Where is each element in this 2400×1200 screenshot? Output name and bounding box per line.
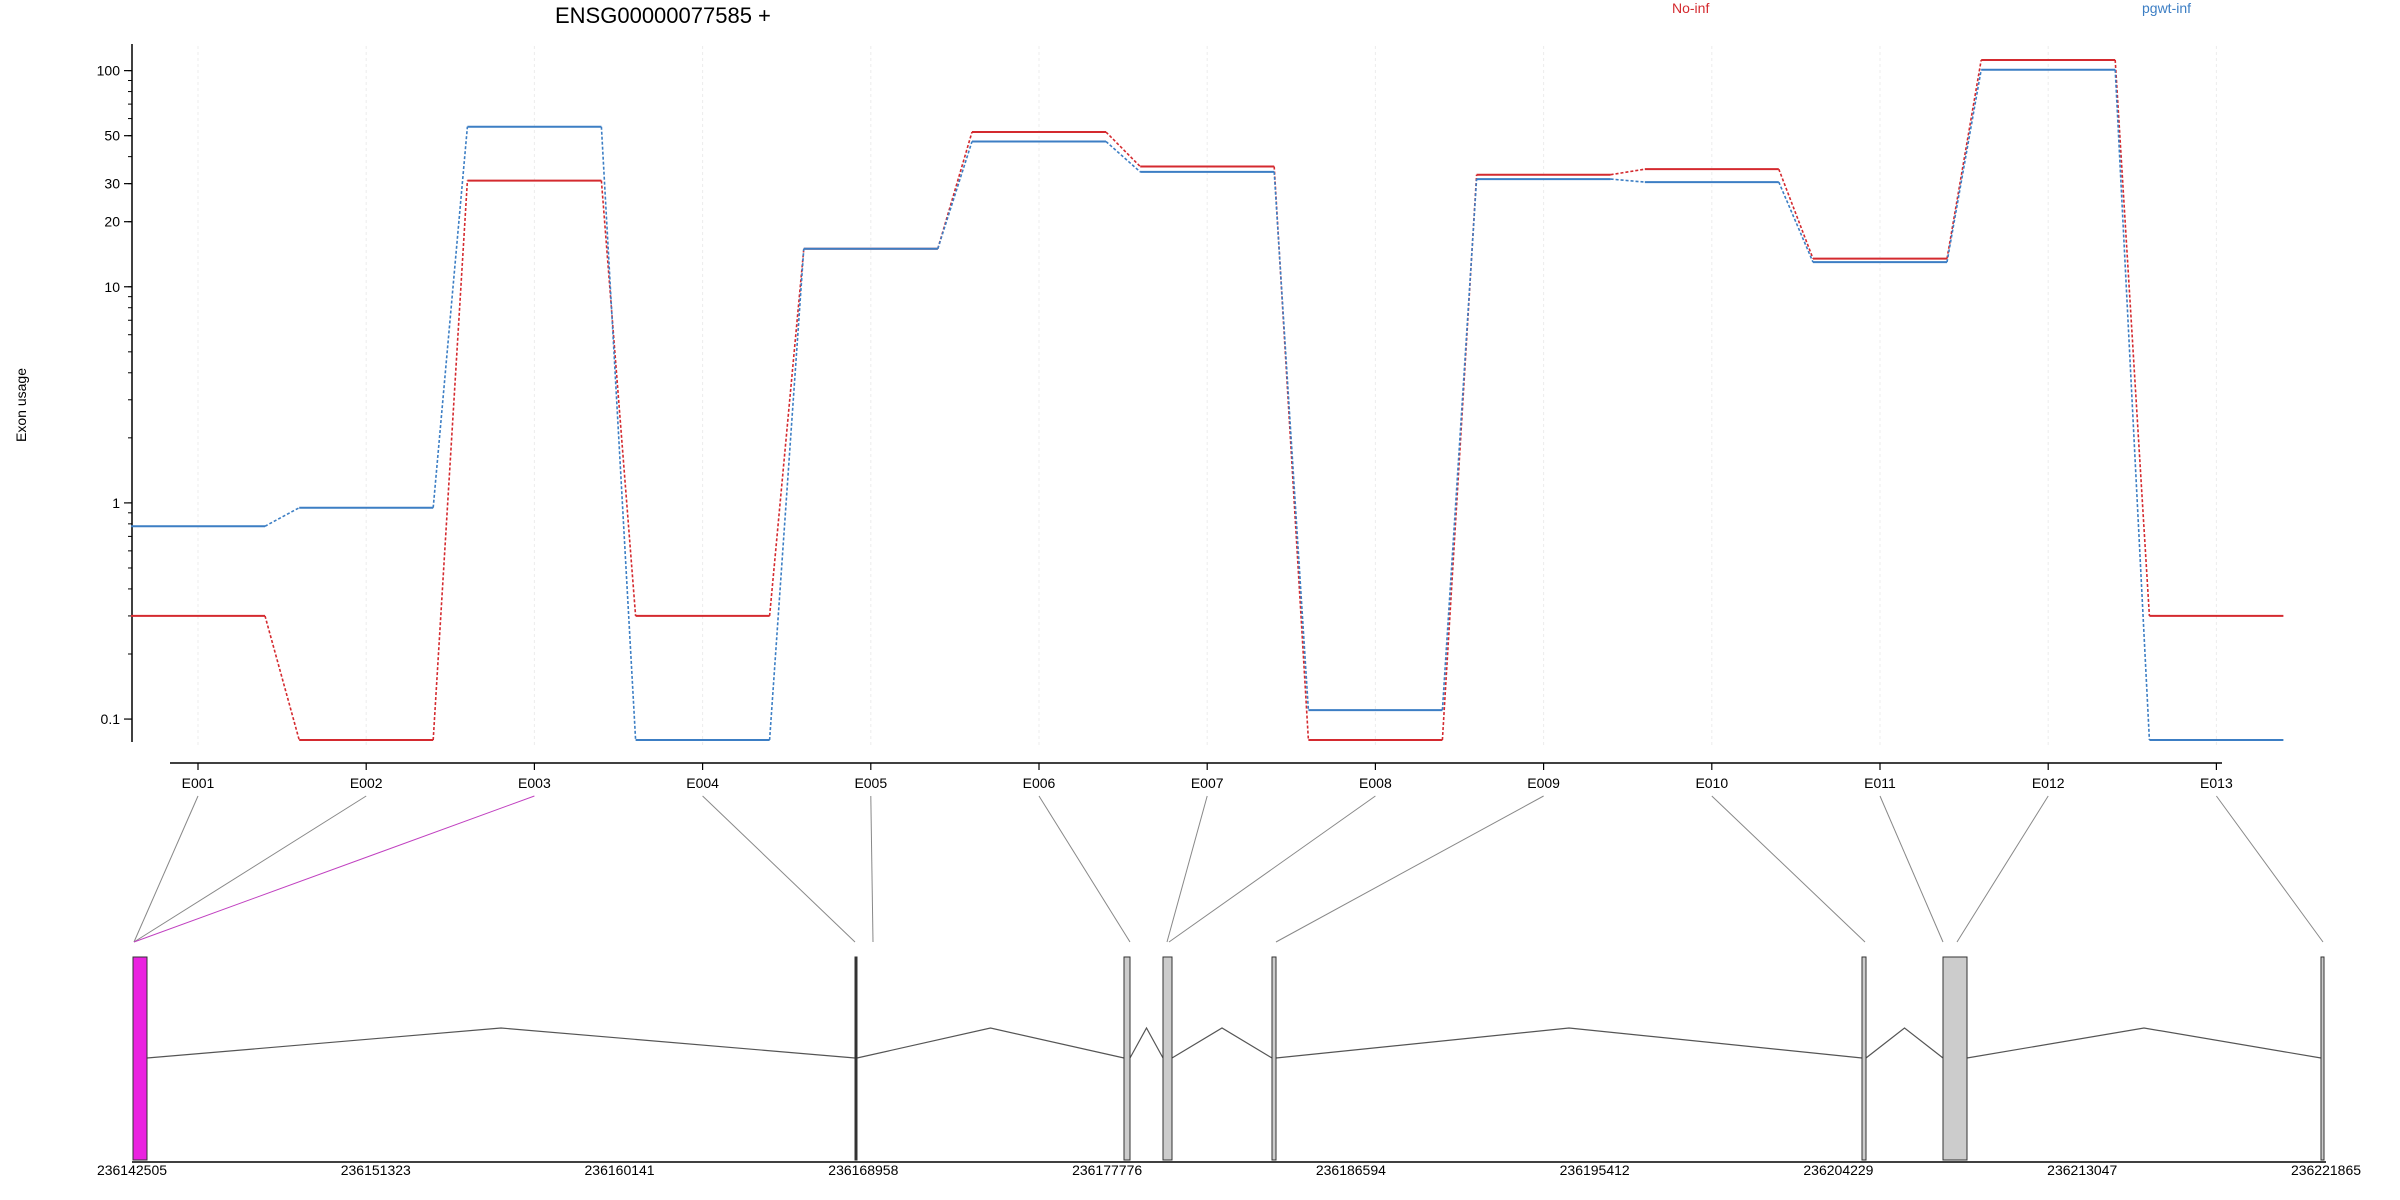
x-tick-label-e012: E012 bbox=[2032, 775, 2065, 791]
usage-connector bbox=[768, 248, 805, 617]
genomic-tick-label: 236186594 bbox=[1316, 1162, 1386, 1178]
exon-connector-e006 bbox=[1038, 795, 1131, 943]
x-tick-label-e005: E005 bbox=[854, 775, 887, 791]
exon-connector-e007 bbox=[1166, 795, 1208, 943]
exon-box bbox=[1861, 956, 1867, 1161]
exon-connector-e008 bbox=[1168, 795, 1376, 943]
exon-connector-e009 bbox=[1275, 795, 1544, 943]
x-tick-label-e002: E002 bbox=[350, 775, 383, 791]
gridlines bbox=[197, 46, 2217, 745]
usage-connector bbox=[1778, 181, 1814, 263]
y-tick-label: 30 bbox=[104, 176, 120, 192]
usage-connector bbox=[1610, 168, 1645, 176]
usage-connector bbox=[264, 615, 300, 741]
usage-connector bbox=[1105, 131, 1141, 168]
genomic-tick-label: 236151323 bbox=[341, 1162, 411, 1178]
intron-line bbox=[146, 1027, 856, 1059]
usage-connector bbox=[1105, 140, 1141, 173]
genomic-tick-label: 236142505 bbox=[97, 1162, 167, 1178]
legend-label-no-inf: No-inf bbox=[1672, 0, 1709, 16]
y-tick-label: 10 bbox=[104, 279, 120, 295]
exon-box bbox=[2320, 956, 2325, 1161]
y-axis: 0.1 1 10 20 30 50 100 bbox=[97, 44, 133, 742]
gene-model bbox=[132, 956, 2325, 1161]
usage-connector bbox=[2114, 59, 2151, 616]
intron-line bbox=[1966, 1027, 2322, 1059]
genomic-tick-label: 236213047 bbox=[2047, 1162, 2117, 1178]
usage-connector bbox=[937, 141, 973, 249]
intron-line bbox=[856, 1027, 1125, 1059]
x-tick-label-e011: E011 bbox=[1864, 775, 1896, 791]
genomic-tick-label: 236168958 bbox=[828, 1162, 898, 1178]
y-tick-label: 100 bbox=[97, 63, 121, 79]
x-tick-label-e006: E006 bbox=[1023, 775, 1056, 791]
intron-line bbox=[1865, 1027, 1944, 1059]
usage-connector bbox=[2114, 69, 2151, 741]
x-tick-label-e010: E010 bbox=[1695, 775, 1728, 791]
usage-connector bbox=[264, 507, 300, 527]
exon-connector-e010 bbox=[1711, 795, 1866, 943]
x-axis: E001 E002 E003 E004 E005 E006 E007 E008 E009 E010… bbox=[170, 762, 2233, 791]
x-tick-label-e009: E009 bbox=[1527, 775, 1560, 791]
exon-box bbox=[132, 956, 148, 1161]
usage-connector bbox=[1778, 168, 1814, 259]
x-tick-label-e013: E013 bbox=[2200, 775, 2233, 791]
exon-box bbox=[854, 956, 858, 1161]
usage-connector bbox=[1610, 178, 1645, 183]
genomic-tick-label: 236221865 bbox=[2291, 1162, 2361, 1178]
y-tick-label: 0.1 bbox=[101, 711, 121, 727]
usage-connector bbox=[600, 180, 637, 616]
usage-connector bbox=[937, 131, 973, 249]
usage-connector bbox=[1946, 59, 1982, 259]
usage-connector bbox=[432, 180, 469, 741]
exon-box bbox=[1162, 956, 1173, 1161]
usage-connector bbox=[600, 126, 637, 741]
genomic-tick-label: 236204229 bbox=[1803, 1162, 1873, 1178]
exon-connector-e001 bbox=[133, 795, 199, 943]
x-tick-label-e004: E004 bbox=[686, 775, 719, 791]
x-tick-label-e001: E001 bbox=[182, 775, 215, 791]
exon-box bbox=[1123, 956, 1131, 1161]
chart-title: ENSG00000077585 + bbox=[555, 3, 771, 28]
legend-label-pgwt-inf: pgwt-inf bbox=[2142, 0, 2191, 16]
intron-line bbox=[1129, 1026, 1164, 1059]
series-layer bbox=[131, 58, 2284, 741]
exon-connector-e002 bbox=[133, 795, 367, 943]
exon-connector-e013 bbox=[2215, 795, 2324, 943]
usage-connector bbox=[432, 126, 469, 508]
exon-box bbox=[1271, 956, 1277, 1161]
genomic-axis: 236142505 236151323 236160141 236168958 2361… bbox=[97, 1161, 2361, 1178]
usage-connector bbox=[1441, 179, 1478, 711]
intron-line bbox=[1171, 1027, 1273, 1059]
y-tick-label: 50 bbox=[104, 128, 120, 144]
exon-connectors bbox=[133, 795, 2324, 943]
exon-box bbox=[1942, 956, 1968, 1161]
exon-connector-e005 bbox=[870, 795, 874, 943]
usage-connector bbox=[768, 248, 805, 741]
exon-connector-e012 bbox=[1956, 795, 2049, 943]
exon-connector-e004 bbox=[702, 795, 856, 943]
exon-connector-e011 bbox=[1879, 795, 1944, 943]
x-tick-label-e003: E003 bbox=[518, 775, 551, 791]
x-tick-label-e007: E007 bbox=[1191, 775, 1224, 791]
exon-connector-e003 bbox=[133, 795, 535, 943]
series-pgwt-inf bbox=[131, 68, 2284, 741]
usage-connector bbox=[1946, 69, 1982, 263]
genomic-tick-label: 236177776 bbox=[1072, 1162, 1142, 1178]
genomic-tick-label: 236195412 bbox=[1560, 1162, 1630, 1178]
y-tick-label: 1 bbox=[112, 495, 120, 511]
y-axis-label: Exon usage bbox=[13, 368, 29, 442]
y-tick-label: 20 bbox=[104, 214, 120, 230]
intron-line bbox=[1275, 1027, 1863, 1059]
x-tick-label-e008: E008 bbox=[1359, 775, 1392, 791]
genomic-tick-label: 236160141 bbox=[585, 1162, 655, 1178]
